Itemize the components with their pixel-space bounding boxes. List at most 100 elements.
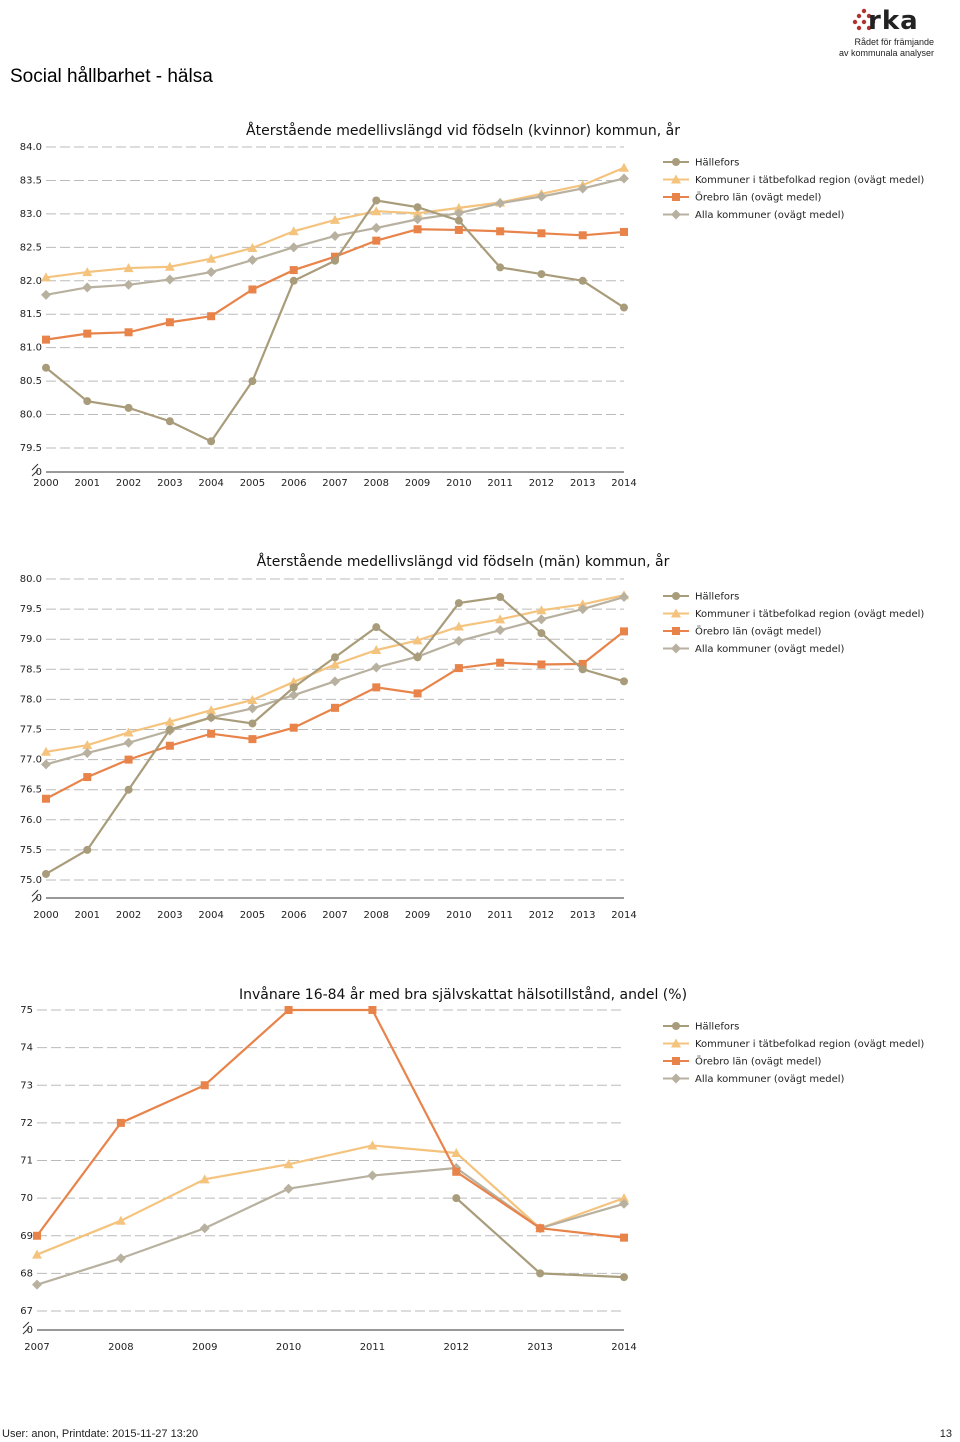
legend-label: Örebro län (ovägt medel) <box>695 191 822 204</box>
data-point <box>620 627 628 636</box>
page-number: 13 <box>939 1428 952 1440</box>
x-tick-label: 2014 <box>611 1342 636 1353</box>
logo-subtitle-1: Rådet för främjande <box>854 37 934 47</box>
legend-marker <box>672 193 680 201</box>
data-point <box>32 1279 42 1290</box>
data-point <box>330 676 340 687</box>
x-tick-label: 2006 <box>281 478 306 489</box>
legend: Hällefors Kommuner i tätbefolkad region (… <box>663 158 924 221</box>
data-point <box>206 705 217 715</box>
gridlines <box>46 146 624 449</box>
data-point <box>165 318 174 327</box>
data-point <box>412 635 423 645</box>
legend-marker <box>671 1073 681 1084</box>
data-point <box>331 653 339 662</box>
legend-item-alla: Alla kommuner (ovägt medel) <box>663 209 845 221</box>
data-point <box>454 225 463 234</box>
legend-label: Hällefors <box>695 158 739 169</box>
data-point <box>41 272 51 282</box>
data-point <box>206 253 217 263</box>
data-point <box>578 659 587 668</box>
x-axis-labels: 2007 2008 2009 2010 2011 2012 2013 2014 <box>24 1342 636 1353</box>
x-tick-label: 2013 <box>527 1342 552 1353</box>
data-point <box>42 794 50 803</box>
series-orebro <box>42 225 628 344</box>
data-point <box>413 225 422 234</box>
data-point <box>41 759 51 770</box>
legend-item-hallefors: Hällefors <box>663 158 739 169</box>
x-tick-label: 2013 <box>570 910 595 921</box>
legend-label: Alla kommuner (ovägt medel) <box>695 644 845 655</box>
data-point <box>536 1224 545 1233</box>
legend-label: Hällefors <box>695 1022 739 1033</box>
y-tick-label: 77.0 <box>20 755 42 766</box>
data-point <box>536 605 547 615</box>
data-point <box>454 664 463 673</box>
legend-marker <box>672 592 680 600</box>
axis-break-icon <box>31 889 39 903</box>
legend-item-hallefors: Hällefors <box>663 592 739 603</box>
data-point <box>32 1249 42 1259</box>
data-point <box>288 242 299 253</box>
data-point <box>82 282 93 293</box>
x-tick-label: 2011 <box>487 478 512 489</box>
legend-marker <box>671 1038 681 1048</box>
y-tick-label: 74 <box>20 1043 33 1054</box>
data-point <box>577 604 588 615</box>
data-point <box>330 659 340 669</box>
data-point <box>115 1253 126 1264</box>
legend-item-orebro: Örebro län (ovägt medel) <box>663 1055 822 1068</box>
data-point <box>206 267 217 278</box>
legend-marker <box>672 158 680 166</box>
series-hallefors <box>42 593 628 878</box>
data-point <box>288 676 299 686</box>
x-axis-labels: 2000 2001 2002 2003 2004 2005 2006 2007 2008 2009… <box>33 478 636 489</box>
x-tick-label: 2002 <box>116 478 141 489</box>
data-point <box>367 1170 378 1181</box>
data-point <box>123 737 134 748</box>
data-point <box>620 1273 628 1282</box>
data-point <box>83 773 92 782</box>
y-tick-label: 82.5 <box>20 242 42 253</box>
x-tick-label: 2005 <box>240 478 265 489</box>
data-point <box>537 229 546 238</box>
data-point <box>496 227 505 236</box>
data-point <box>83 397 92 406</box>
data-point <box>289 266 298 275</box>
y-tick-label: 70 <box>20 1193 33 1204</box>
data-point <box>42 363 50 372</box>
data-point <box>165 741 174 750</box>
series-line <box>36 1008 625 1239</box>
logo-subtitle-2: av kommunala analyser <box>838 48 934 58</box>
y-tick-label: 80.0 <box>20 410 42 421</box>
chart-title: Invånare 16-84 år med bra självskattat h… <box>239 986 687 1003</box>
x-tick-label: 2004 <box>198 910 223 921</box>
y-tick-label: 71 <box>20 1156 33 1167</box>
axis-break-icon <box>22 1321 30 1335</box>
data-point <box>207 729 216 738</box>
y-tick-label: 79.5 <box>20 604 42 615</box>
data-point <box>82 267 93 277</box>
x-tick-label: 2009 <box>192 1342 217 1353</box>
x-tick-label: 2011 <box>487 910 512 921</box>
y-axis-labels: 75 74 73 72 71 70 69 68 67 0 <box>20 1005 33 1336</box>
data-point <box>283 1183 294 1194</box>
axis-break-icon <box>31 463 39 477</box>
x-tick-label: 2009 <box>405 478 430 489</box>
page-title: Social hållbarhet - hälsa <box>10 66 213 87</box>
data-point <box>247 695 258 705</box>
series-hallefors <box>42 196 628 446</box>
y-tick-label: 79.5 <box>20 443 42 454</box>
series-orebro <box>42 627 628 803</box>
x-tick-label: 2012 <box>444 1342 469 1353</box>
gridlines <box>46 578 624 881</box>
data-point <box>413 203 422 212</box>
data-point <box>372 623 381 632</box>
data-point <box>248 719 257 728</box>
data-point <box>207 312 216 321</box>
y-tick-label: 83.5 <box>20 175 42 186</box>
data-point <box>330 214 340 224</box>
data-point <box>495 625 506 636</box>
legend-label: Hällefors <box>695 592 739 603</box>
data-point <box>413 653 422 662</box>
